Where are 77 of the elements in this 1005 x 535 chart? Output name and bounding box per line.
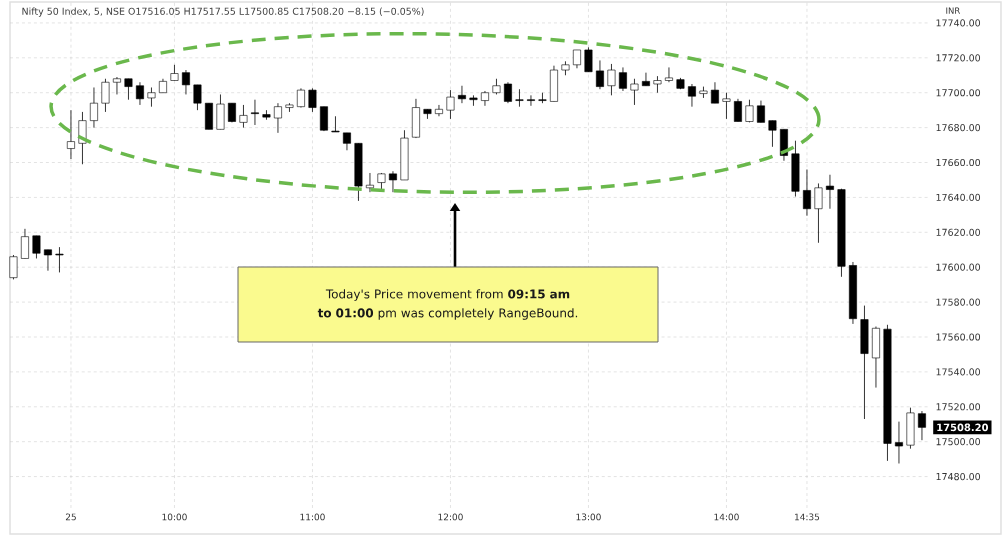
y-tick-label: 17740.00	[936, 19, 981, 27]
candlestick	[20, 228, 29, 259]
candlestick	[55, 246, 64, 273]
text: Today's Price movement from 09:15 am to 01:00 pm was completely RangeBound.	[317, 289, 578, 320]
x-tick-label: 14:35	[795, 513, 820, 521]
y-tick-label: 17520.00	[936, 403, 981, 411]
x-tick-label: 10:00	[162, 513, 187, 521]
candlestick	[630, 78, 639, 106]
x-tick-label: 11:00	[300, 513, 325, 521]
candlestick	[584, 46, 593, 73]
x-tick-label: 25	[65, 513, 76, 521]
text: 17508.20	[937, 423, 989, 432]
candlestick	[503, 81, 512, 104]
y-tick-label: 17480.00	[936, 472, 981, 481]
candlestick	[641, 72, 650, 87]
x-tick-label: 14:00	[714, 513, 739, 521]
y-tick-label: 17600.00	[936, 263, 981, 271]
candlestick	[802, 169, 811, 217]
candlestick	[894, 421, 903, 464]
candlestick	[917, 410, 926, 441]
y-tick-label: 17680.00	[936, 124, 981, 132]
candlestick	[756, 100, 765, 123]
candlestick	[308, 87, 317, 113]
candlestick	[733, 98, 742, 122]
candlestick	[768, 120, 777, 148]
candlestick	[319, 106, 328, 132]
candlestick	[595, 60, 604, 90]
candlestick	[124, 78, 133, 101]
candlestick	[331, 115, 340, 133]
candlestick	[515, 88, 524, 108]
candlestick	[434, 104, 443, 117]
x-tick-label: 13:00	[576, 513, 601, 521]
text: Nifty 50 Index, 5, NSE O17516.05 H17517.55 L17500.85 C17508.20 −8.15 (−0.05%)	[22, 7, 424, 17]
y-tick-label: 17500.00	[936, 438, 981, 446]
candlestick	[32, 235, 41, 259]
candlestick	[365, 172, 374, 193]
candlestick	[607, 63, 616, 96]
candlestick	[388, 170, 397, 193]
y-tick-label: 17660.00	[936, 158, 981, 167]
candlestick	[101, 78, 110, 113]
candlestick	[664, 67, 673, 83]
candlestick	[469, 94, 478, 107]
candlestick	[296, 87, 305, 108]
candlestick	[250, 99, 259, 126]
candlestick	[538, 92, 547, 104]
candlestick	[710, 81, 719, 104]
candlestick	[572, 49, 581, 69]
y-tick-label: 17580.00	[936, 298, 981, 306]
candlestick	[9, 254, 18, 280]
candlestick	[825, 174, 834, 210]
candlestick	[273, 102, 282, 134]
y-tick-label: 17720.00	[936, 54, 981, 62]
candlestick	[181, 69, 190, 95]
candlestick	[457, 85, 466, 104]
candlestick	[89, 87, 98, 129]
candlestick	[687, 83, 696, 108]
y-tick-label: 17700.00	[936, 89, 981, 97]
candlestick	[239, 104, 248, 129]
candlestick	[446, 89, 455, 120]
y-tick-label: 17560.00	[936, 333, 981, 341]
candlestick	[722, 92, 731, 120]
y-tick-label: 17620.00	[936, 228, 981, 236]
candlestick	[66, 109, 75, 160]
x-tick-label: 12:00	[438, 513, 463, 521]
candlestick	[135, 81, 144, 106]
candlestick	[526, 94, 535, 107]
candlestick	[193, 84, 202, 111]
candlestick	[618, 67, 627, 92]
y-tick-label: 17640.00	[936, 193, 981, 201]
y-axis-title: INR	[946, 7, 960, 14]
candlestick	[653, 75, 662, 94]
y-tick-label: 17540.00	[936, 368, 981, 376]
candlestick	[480, 90, 489, 107]
candlestick	[814, 183, 823, 244]
candlestick	[43, 249, 52, 272]
candlestick	[147, 87, 156, 108]
candlestick	[112, 76, 121, 95]
